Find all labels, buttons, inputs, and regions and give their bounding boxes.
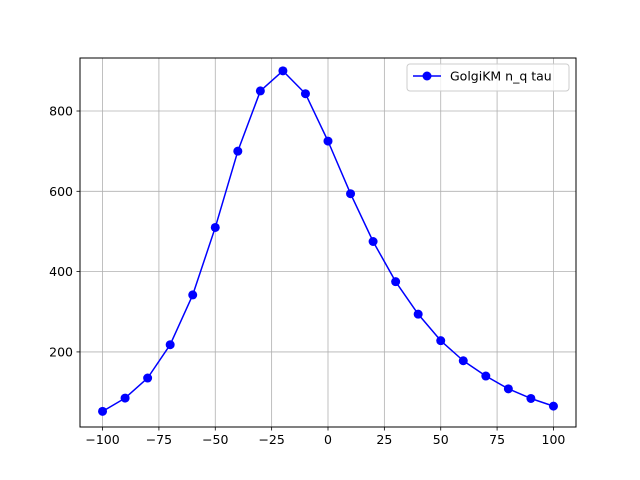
data-point	[255, 86, 265, 96]
data-point	[233, 146, 243, 156]
legend-box	[406, 63, 570, 92]
legend-label: GolgiKM n_q tau	[450, 69, 552, 84]
data-point	[391, 277, 401, 287]
data-point	[143, 373, 153, 383]
data-point	[346, 189, 356, 199]
x-tick-label: −75	[146, 432, 172, 447]
data-point	[300, 89, 310, 99]
data-point	[188, 290, 198, 300]
series-layer	[98, 66, 558, 416]
data-point	[98, 406, 108, 416]
data-point	[278, 66, 288, 76]
y-tick-label: 600	[49, 184, 73, 199]
x-tick-label: 75	[489, 432, 505, 447]
data-point	[548, 401, 558, 411]
grid	[80, 58, 576, 427]
y-tick-label: 200	[49, 344, 73, 359]
data-point	[323, 136, 333, 146]
data-point	[458, 356, 468, 366]
x-tick-label: 0	[324, 432, 332, 447]
x-tick-label: −25	[258, 432, 284, 447]
data-point	[120, 393, 130, 403]
x-tick-label: −50	[202, 432, 228, 447]
data-point	[165, 340, 175, 350]
data-point	[368, 236, 378, 246]
y-tick-label: 400	[49, 264, 73, 279]
data-point	[481, 371, 491, 381]
x-axis: −100 −75 −50 −25 0 25 50 75 100	[85, 427, 565, 447]
data-point	[526, 393, 536, 403]
legend-marker-sample	[422, 71, 432, 81]
x-tick-label: −100	[85, 432, 119, 447]
y-tick-label: 800	[49, 104, 73, 119]
data-point	[413, 309, 423, 319]
data-point	[210, 222, 220, 232]
x-tick-label: 50	[433, 432, 449, 447]
data-point	[503, 384, 513, 394]
data-point	[436, 336, 446, 346]
x-tick-label: 100	[542, 432, 566, 447]
legend: GolgiKM n_q tau	[406, 63, 570, 92]
y-axis: 200 400 600 800	[49, 104, 80, 359]
x-tick-label: 25	[376, 432, 392, 447]
